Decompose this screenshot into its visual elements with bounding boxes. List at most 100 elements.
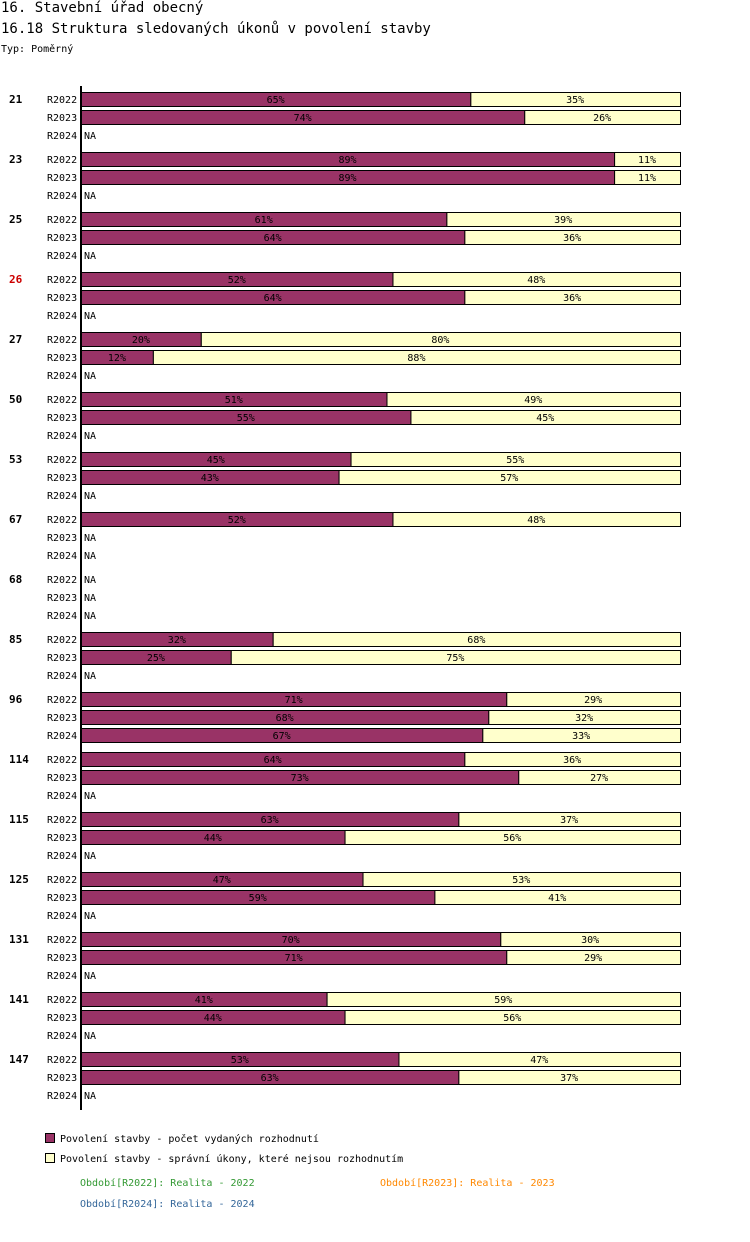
bar-segment-series2 xyxy=(434,890,681,905)
legend-swatch-series1 xyxy=(45,1133,55,1143)
period-row-label: R2022 xyxy=(47,935,77,946)
bar-segment-series2 xyxy=(464,752,681,767)
data-label-series2: 41% xyxy=(548,893,566,904)
bar-segment-series2 xyxy=(506,692,682,707)
period-label-2022: Období[R2022]: Realita - 2022 xyxy=(80,1178,255,1189)
data-label-series1: 71% xyxy=(285,695,303,706)
na-label: NA xyxy=(84,311,96,322)
data-label-series1: 73% xyxy=(291,773,309,784)
bar-segment-series2 xyxy=(230,650,681,665)
period-row-label: R2024 xyxy=(47,311,77,322)
period-row-label: R2024 xyxy=(47,551,77,562)
period-row-label: R2024 xyxy=(47,971,77,982)
period-row-label: R2023 xyxy=(47,353,77,364)
period-row-label: R2022 xyxy=(47,875,77,886)
legend-item-series2: Povolení stavby - správní úkony, které n… xyxy=(45,1153,403,1165)
legend-swatch-series2 xyxy=(45,1153,55,1163)
period-row-label: R2024 xyxy=(47,611,77,622)
period-row-label: R2024 xyxy=(47,431,77,442)
data-label-series1: 20% xyxy=(132,335,150,346)
period-row-label: R2023 xyxy=(47,293,77,304)
data-label-series2: 53% xyxy=(512,875,530,886)
data-label-series2: 45% xyxy=(536,413,554,424)
data-label-series2: 47% xyxy=(530,1055,548,1066)
bar-segment-series2 xyxy=(344,830,681,845)
data-label-series1: 12% xyxy=(108,353,126,364)
bar-segment-series2 xyxy=(446,212,682,227)
bar-segment-series2 xyxy=(392,512,681,527)
data-label-series2: 48% xyxy=(527,275,545,286)
period-row-label: R2023 xyxy=(47,1073,77,1084)
legend-label-series2: Povolení stavby - správní úkony, které n… xyxy=(60,1154,404,1165)
data-label-series2: 56% xyxy=(503,833,521,844)
period-row-label: R2024 xyxy=(47,371,77,382)
data-label-series1: 53% xyxy=(231,1055,249,1066)
data-label-series1: 74% xyxy=(294,113,312,124)
data-label-series1: 32% xyxy=(168,635,186,646)
period-row-label: R2022 xyxy=(47,995,77,1006)
period-row-label: R2023 xyxy=(47,593,77,604)
data-label-series2: 57% xyxy=(500,473,518,484)
data-label-series2: 88% xyxy=(407,353,425,364)
period-row-label: R2023 xyxy=(47,833,77,844)
period-row-label: R2022 xyxy=(47,275,77,286)
data-label-series1: 55% xyxy=(237,413,255,424)
bar-segment-series2 xyxy=(398,1052,681,1067)
bar-segment-series2 xyxy=(482,728,681,743)
na-label: NA xyxy=(84,251,96,262)
page-title: 16. Stavební úřad obecný xyxy=(1,0,204,16)
data-label-series2: 30% xyxy=(581,935,599,946)
na-label: NA xyxy=(84,851,96,862)
na-label: NA xyxy=(84,671,96,682)
period-row-label: R2023 xyxy=(47,113,77,124)
group-label: 21 xyxy=(9,93,23,106)
data-label-series2: 75% xyxy=(446,653,464,664)
data-label-series2: 29% xyxy=(584,953,602,964)
bar-segment-series2 xyxy=(386,392,681,407)
period-row-label: R2024 xyxy=(47,251,77,262)
data-label-series2: 80% xyxy=(431,335,449,346)
group-label: 26 xyxy=(9,273,23,286)
bar-segment-series2 xyxy=(524,110,682,125)
data-label-series2: 37% xyxy=(560,815,578,826)
period-row-label: R2024 xyxy=(47,791,77,802)
na-label: NA xyxy=(84,131,96,142)
period-row-label: R2023 xyxy=(47,233,77,244)
data-label-series2: 39% xyxy=(554,215,572,226)
bar-segment-series2 xyxy=(458,812,681,827)
period-row-label: R2023 xyxy=(47,413,77,424)
group-label: 27 xyxy=(9,333,22,346)
bar-segment-series2 xyxy=(464,290,681,305)
data-label-series2: 49% xyxy=(524,395,542,406)
data-label-series2: 36% xyxy=(563,755,581,766)
period-row-label: R2022 xyxy=(47,1055,77,1066)
data-label-series2: 48% xyxy=(527,515,545,526)
data-label-series2: 11% xyxy=(638,155,656,166)
group-label: 96 xyxy=(9,693,23,706)
data-label-series2: 36% xyxy=(563,233,581,244)
data-label-series2: 33% xyxy=(572,731,590,742)
group-label: 68 xyxy=(9,573,22,586)
data-label-series1: 68% xyxy=(276,713,294,724)
bar-segment-series2 xyxy=(614,152,681,167)
group-label: 50 xyxy=(9,393,22,406)
chart-title: 16.18 Struktura sledovaných úkonů v povo… xyxy=(1,21,431,37)
period-row-label: R2024 xyxy=(47,851,77,862)
group-label: 23 xyxy=(9,153,22,166)
legend-label-series1: Povolení stavby - počet vydaných rozhodn… xyxy=(60,1134,319,1145)
bar-segment-series2 xyxy=(392,272,681,287)
group-label: 67 xyxy=(9,513,22,526)
period-row-label: R2022 xyxy=(47,215,77,226)
group-label: 115 xyxy=(9,813,29,826)
data-label-series2: 59% xyxy=(494,995,512,1006)
na-label: NA xyxy=(84,551,96,562)
bar-segment-series2 xyxy=(470,92,681,107)
data-label-series1: 65% xyxy=(267,95,285,106)
period-row-label: R2023 xyxy=(47,773,77,784)
period-row-label: R2022 xyxy=(47,335,77,346)
bar-segment-series2 xyxy=(326,992,681,1007)
data-label-series2: 35% xyxy=(566,95,584,106)
data-label-series2: 26% xyxy=(593,113,611,124)
data-label-series1: 64% xyxy=(264,233,282,244)
data-label-series2: 29% xyxy=(584,695,602,706)
